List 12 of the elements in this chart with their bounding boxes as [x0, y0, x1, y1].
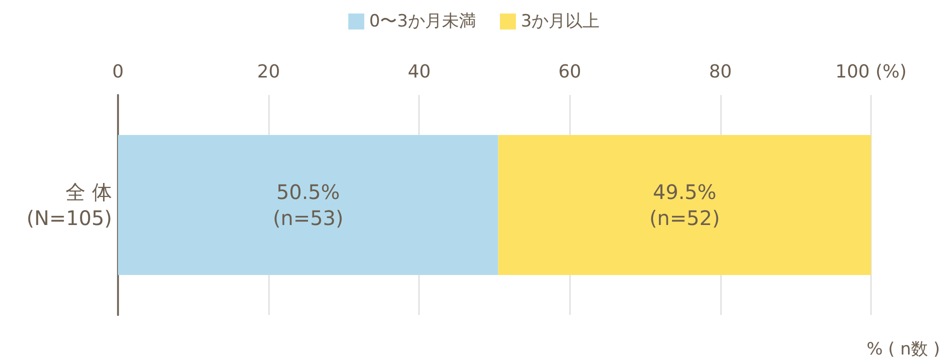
x-tick-label: 20 [257, 62, 280, 82]
legend-label: 3か月以上 [520, 12, 600, 32]
y-tick-label: 全 体 (N=105) [26, 180, 112, 230]
data-label: 49.5% (n=52) [649, 180, 720, 230]
x-tick-label: 0 [112, 62, 124, 82]
legend-label: 0〜3か月未満 [369, 12, 476, 32]
x-tick-label: 60 [558, 62, 582, 82]
x-tick-label: 100 (%) [835, 62, 907, 82]
x-axis-title: % ( n数 ) [866, 340, 940, 360]
x-tick-label: 40 [408, 62, 431, 82]
data-label: 50.5% (n=53) [272, 180, 344, 230]
x-tick-label: 80 [708, 62, 732, 82]
